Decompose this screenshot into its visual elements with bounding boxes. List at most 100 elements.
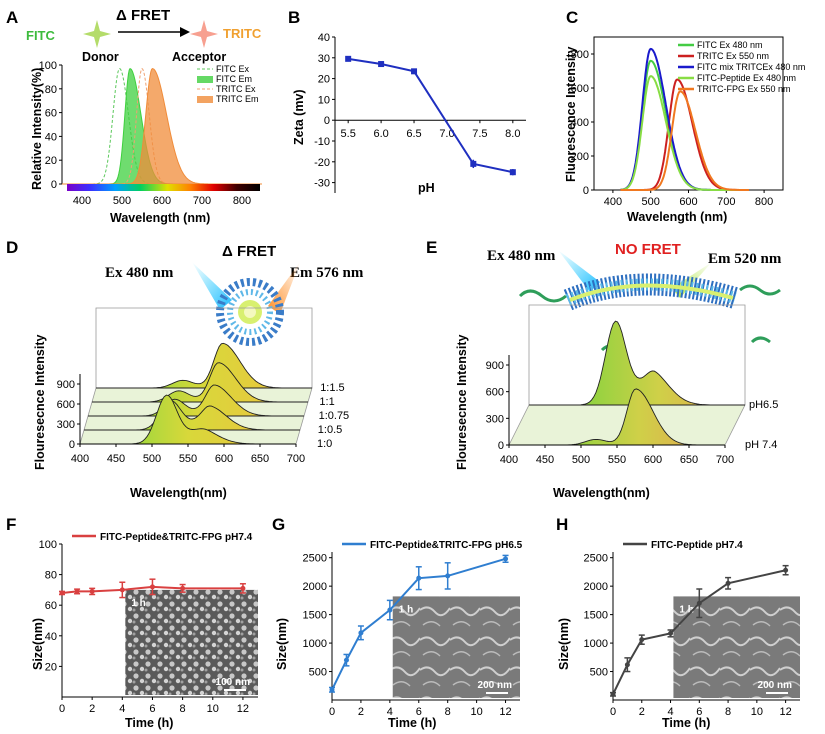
d-micelle-icon xyxy=(216,278,284,346)
visible-spectrum-bar xyxy=(67,184,260,191)
ridge-ytick-label: 300 xyxy=(486,413,504,425)
panel-label-c: C xyxy=(566,8,578,27)
c-legend-entry: FITC Ex 480 nm xyxy=(697,40,763,50)
ridge-back-wall xyxy=(95,307,313,388)
a-xlabel: Wavelength (nm) xyxy=(110,211,210,225)
c-ytick-label: 200 xyxy=(571,151,589,163)
e-peptide-strands xyxy=(518,284,781,352)
b-xtick-label: 7.5 xyxy=(472,128,487,140)
ridge-xtick-label: 500 xyxy=(572,454,590,466)
b-ytick-label: -20 xyxy=(314,157,330,169)
sem-inset-image xyxy=(392,596,520,698)
c-legend-entry: FITC-Peptide Ex 480 nm xyxy=(697,73,796,83)
size-xtick-label: 2 xyxy=(89,703,95,715)
c-legend-entry: TRITC Ex 550 nm xyxy=(697,51,769,61)
ridge-ytick-label: 600 xyxy=(486,387,504,399)
size-point xyxy=(89,588,95,594)
b-ytick-label: -10 xyxy=(314,136,330,148)
size-xtick-label: 6 xyxy=(149,703,155,715)
size-xtick-label: 8 xyxy=(445,706,451,718)
c-ytick-label: 600 xyxy=(571,83,589,95)
panel-c: C 0 200 400 600 800 400 500 600 700 800 FITC Ex 48… xyxy=(564,8,805,224)
b-xtick-label: 5.5 xyxy=(341,128,356,140)
e-emission-label: Em 520 nm xyxy=(708,251,782,267)
size-ytick-label: 1500 xyxy=(303,610,327,622)
size-xtick-label: 0 xyxy=(610,706,616,718)
c-xtick-label: 400 xyxy=(604,196,622,208)
c-xtick-label: 700 xyxy=(717,196,735,208)
size-point xyxy=(240,585,246,591)
size-xtick-label: 12 xyxy=(237,703,249,715)
a-xtick-label: 500 xyxy=(113,195,131,207)
acceptor-name: TRITC xyxy=(223,26,262,41)
b-xtick-label: 6.5 xyxy=(406,128,421,140)
a-xtick-label: 600 xyxy=(153,195,171,207)
ridge-xtick-label: 550 xyxy=(608,454,626,466)
size-ytick-label: 2000 xyxy=(303,581,327,593)
c-legend-entry: FITC mix TRITCEx 480 nm xyxy=(697,62,805,72)
size-point xyxy=(119,587,125,593)
ridge-xtick-label: 550 xyxy=(179,453,197,465)
e-fibril-icon xyxy=(563,273,739,311)
ridge-xtick-label: 700 xyxy=(716,454,734,466)
size-ytick-label: 500 xyxy=(309,667,327,679)
a-ylabel: Relative Intensity(%) xyxy=(30,68,44,190)
ridge-series-label: pH6.5 xyxy=(749,399,778,411)
f-xlabel: Time (h) xyxy=(125,716,173,730)
donor-name: FITC xyxy=(26,28,55,43)
b-series-line xyxy=(348,57,514,174)
size-point xyxy=(696,600,702,606)
size-ytick-label: 80 xyxy=(45,570,57,582)
ridge-ytick-label: 900 xyxy=(486,360,504,372)
plot-c: 0 200 400 600 800 400 500 600 700 800 FITC Ex 480 … xyxy=(571,36,805,208)
g-ylabel: Size(nm) xyxy=(275,618,289,670)
ridge-xtick-label: 400 xyxy=(71,453,89,465)
b-xtick-label: 7.0 xyxy=(439,128,454,140)
c-series-line xyxy=(620,90,749,191)
a-ytick-label: 20 xyxy=(45,155,57,167)
sem-inset-time: 1 h xyxy=(399,604,413,615)
size-xtick-label: 12 xyxy=(779,706,791,718)
ridge-xtick-label: 700 xyxy=(287,453,305,465)
h-ylabel: Size(nm) xyxy=(557,618,571,670)
a-legend-swatch xyxy=(197,76,213,83)
size-point xyxy=(624,662,630,668)
e-excitation-label: Ex 480 nm xyxy=(487,248,556,264)
c-xtick-label: 500 xyxy=(642,196,660,208)
ridge-spectrum xyxy=(529,320,745,406)
d-xlabel: Wavelength(nm) xyxy=(130,486,227,500)
size-legend-entry: FITC-Peptide&TRITC-FPG pH7.4 xyxy=(100,532,253,543)
ridge-xtick-label: 650 xyxy=(680,454,698,466)
panel-label-a: A xyxy=(6,8,18,27)
size-ytick-label: 1000 xyxy=(303,638,327,650)
ridge-xtick-label: 500 xyxy=(143,453,161,465)
donor-label: Donor xyxy=(82,50,119,64)
size-point xyxy=(180,585,186,591)
plot-g: 500 1000 1500 2000 2500 0 2 4 6 8 10 12 FITC-Peptide… xyxy=(303,540,523,718)
ridge-xtick-label: 650 xyxy=(251,453,269,465)
panel-b: B -30 -20 -10 0 10 20 30 40 5.5 6.0 6.5 7.0 7.5 8.0 p… xyxy=(288,8,526,195)
ridge-series-label: 1:1 xyxy=(319,396,334,408)
ridge-spectrum xyxy=(92,362,308,403)
panel-label-f: F xyxy=(6,515,16,534)
ridge-xtick-label: 400 xyxy=(500,454,518,466)
size-point xyxy=(358,630,364,636)
sem-inset-image xyxy=(673,596,800,698)
panel-g: G 500 1000 1500 2000 2500 0 2 4 6 8 10 12 FITC-Pepti… xyxy=(272,515,523,730)
panel-label-d: D xyxy=(6,238,18,257)
a-legend-entry: TRITC Ex xyxy=(216,84,256,94)
size-point xyxy=(387,607,393,613)
c-legend-entry: TRITC-FPG Ex 550 nm xyxy=(697,84,791,94)
plot-b: -30 -20 -10 0 10 20 30 40 5.5 6.0 6.5 7.0 7.5 8.0 xyxy=(314,32,526,193)
ridge-xtick-label: 600 xyxy=(644,454,662,466)
size-xtick-label: 6 xyxy=(696,706,702,718)
size-ytick-label: 500 xyxy=(590,667,608,679)
size-ytick-label: 100 xyxy=(39,539,57,551)
b-point xyxy=(470,160,477,167)
ridge-ytick-label: 0 xyxy=(69,439,75,451)
c-ytick-label: 400 xyxy=(571,117,589,129)
size-point xyxy=(343,657,349,663)
size-legend-entry: FITC-Peptide&TRITC-FPG pH6.5 xyxy=(370,540,523,551)
plot-h: 500 1000 1500 2000 2500 0 2 4 6 8 10 12 FITC-Peptide… xyxy=(584,540,800,718)
